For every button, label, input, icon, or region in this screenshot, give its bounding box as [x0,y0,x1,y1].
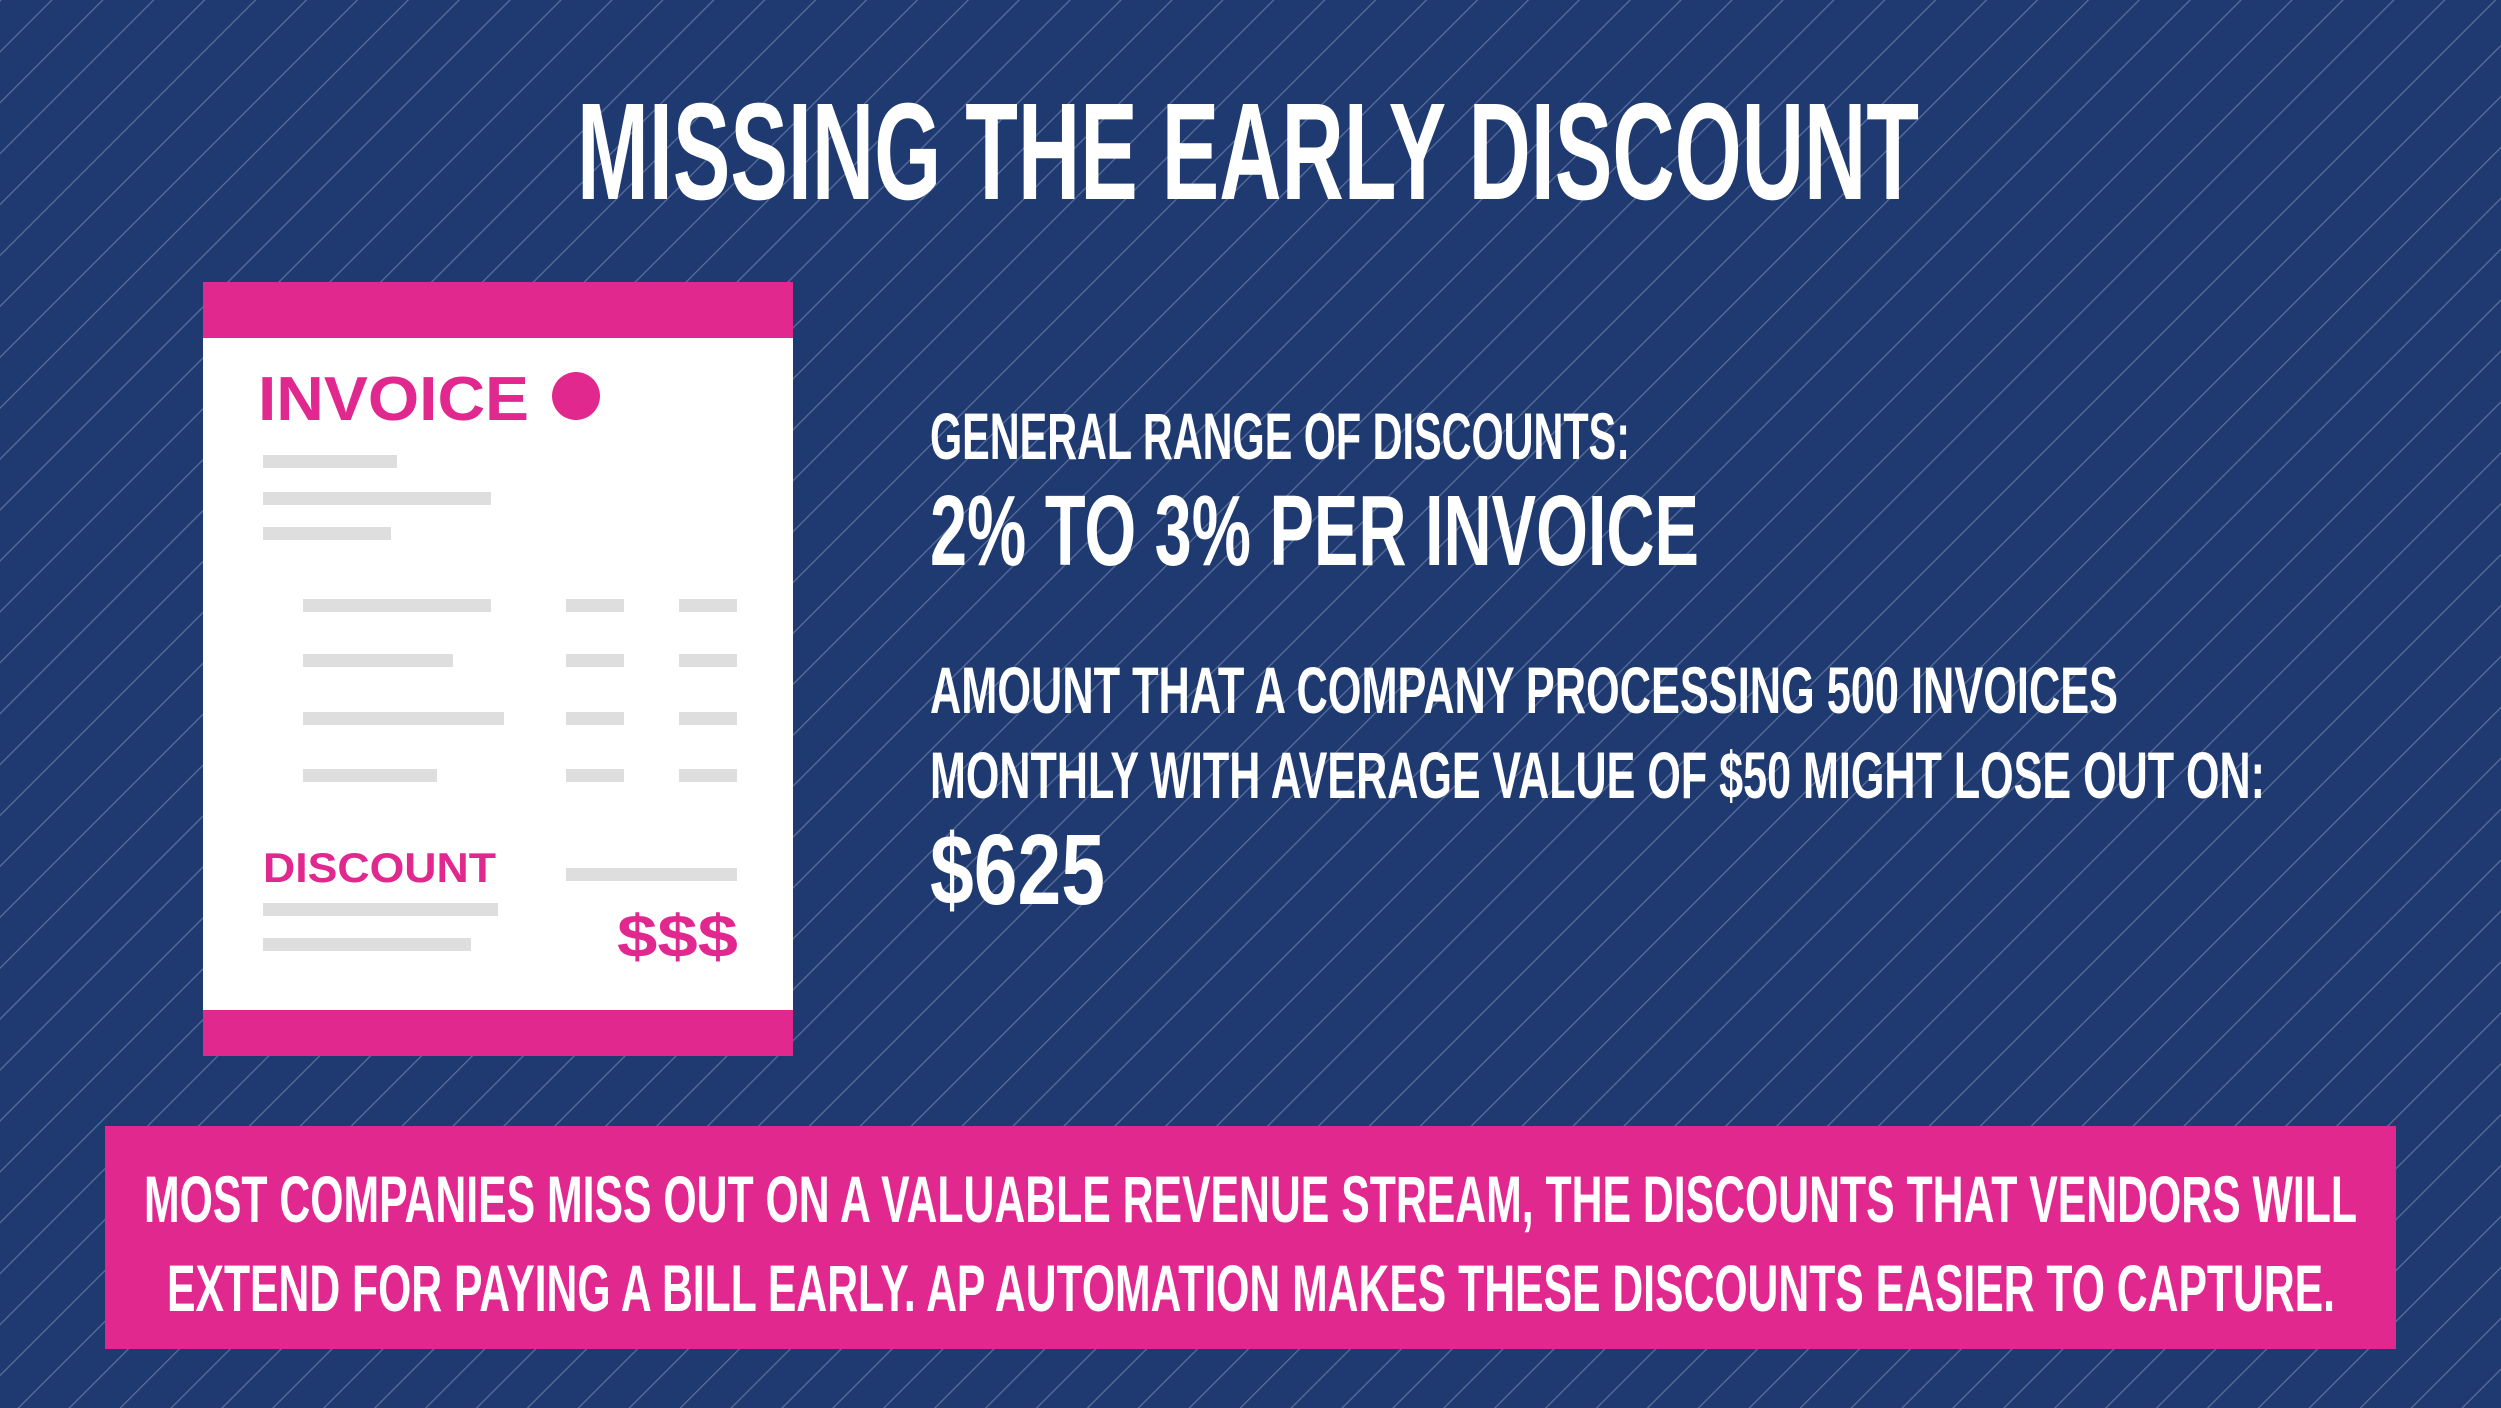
placeholder-line [303,769,437,782]
placeholder-line [263,938,471,951]
invoice-dot [552,372,600,420]
footer-text: EXTEND FOR PAYING A BILL EARLY. AP AUTOM… [167,1251,2335,1325]
placeholder-line [679,599,737,612]
placeholder-line [263,903,498,916]
placeholder-line [566,769,624,782]
invoice-icon: INVOICE DISCOUNT $$$ [203,282,793,1056]
stat-label: MONTHLY WITH AVERAGE VALUE OF $50 MIGHT … [930,738,2265,812]
invoice-lines [263,455,737,951]
placeholder-line [566,712,624,725]
placeholder-line [263,527,391,540]
placeholder-line [566,599,624,612]
placeholder-line [679,712,737,725]
placeholder-line [263,455,397,468]
placeholder-line [566,654,624,667]
placeholder-line [303,712,504,725]
footer-text: MOST COMPANIES MISS OUT ON A VALUABLE RE… [144,1162,2357,1236]
stats: GENERAL RANGE OF DISCOUNTS: 2% TO 3% PER… [930,399,2265,926]
invoice-top-bar [203,282,793,338]
footer-box [105,1126,2396,1349]
invoice-bottom-bar [203,1010,793,1056]
title: MISSING THE EARLY DISCOUNT [577,75,1919,229]
stat-value: $625 [930,814,1105,926]
stat-label: GENERAL RANGE OF DISCOUNTS: [930,399,1630,473]
placeholder-line [303,654,453,667]
placeholder-line [679,654,737,667]
placeholder-line [566,868,737,881]
stat-value: 2% TO 3% PER INVOICE [930,475,1699,587]
invoice-amount: $$$ [617,903,738,970]
placeholder-line [263,492,491,505]
placeholder-line [679,769,737,782]
placeholder-line [303,599,491,612]
stat-label: AMOUNT THAT A COMPANY PROCESSING 500 INV… [930,653,2118,727]
invoice-paper [203,282,793,1056]
invoice-heading: INVOICE [258,365,529,434]
invoice-discount-label: DISCOUNT [263,844,496,891]
